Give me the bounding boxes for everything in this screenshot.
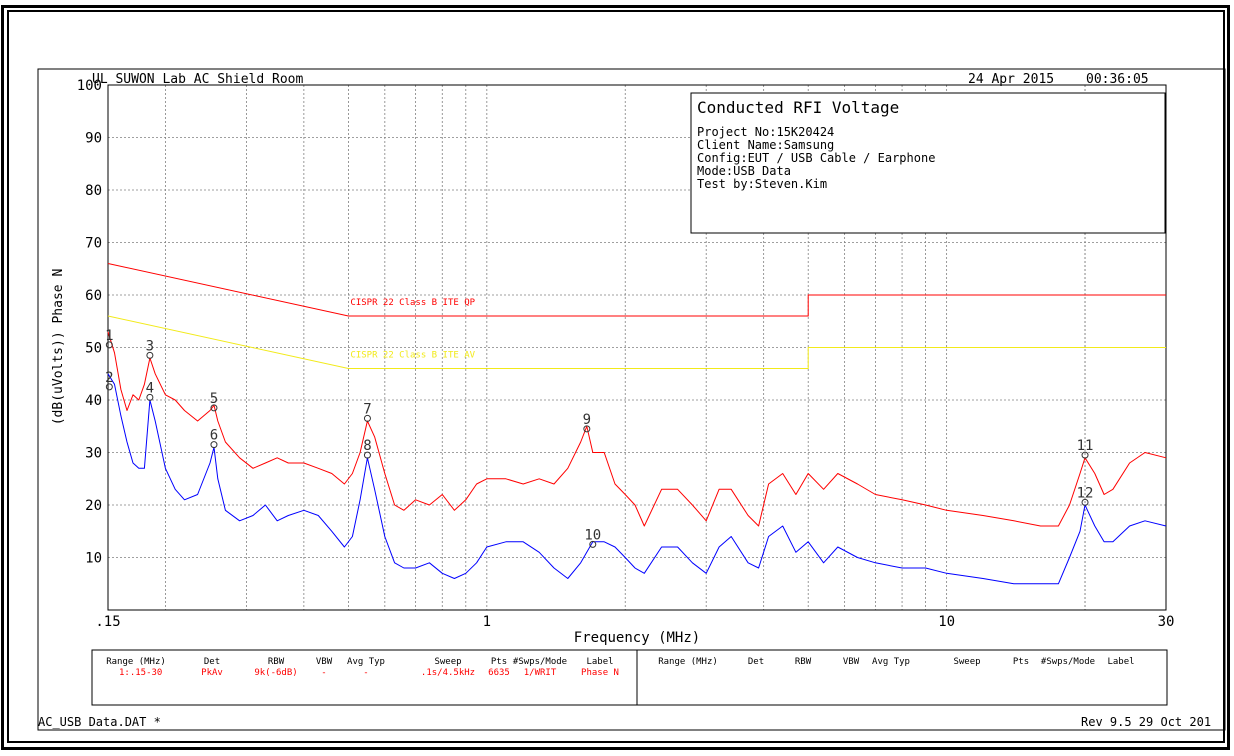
marker-label-10: 10 [584, 527, 601, 543]
table-header-left: #Swps/Mode [513, 657, 567, 667]
marker-11 [1081, 451, 1089, 459]
table-header-right: VBW [843, 657, 860, 667]
info-line-tester: Test by:Steven.Kim [697, 177, 827, 191]
marker-8 [363, 451, 371, 459]
marker-label-7: 7 [363, 401, 371, 417]
table-cell: .1s/4.5kHz [421, 668, 475, 678]
info-line-project: Project No:15K20424 [697, 125, 834, 139]
marker-label-4: 4 [146, 380, 154, 396]
traces [107, 331, 1167, 585]
table-cell: 1:.15-30 [119, 668, 162, 678]
header-lab: UL SUWON Lab AC Shield Room [92, 72, 303, 87]
grid [108, 85, 1166, 610]
table-header-right: Range (MHz) [658, 657, 718, 667]
limit-lines: CISPR 22 Class B ITE QP CISPR 22 Class B … [107, 263, 1166, 369]
y-tick-label: 20 [85, 498, 102, 514]
footer-revision: Rev 9.5 29 Oct 201 [1081, 715, 1211, 729]
marker-7 [363, 414, 371, 422]
inner-frame [7, 10, 1225, 743]
marker-label-6: 6 [210, 428, 218, 444]
table-cell: 1/WRIT [524, 668, 557, 678]
settings-table [91, 649, 1168, 706]
peak-trace [107, 331, 1167, 527]
info-line-mode: Mode:USB Data [697, 164, 791, 178]
table-header-right: #Swps/Mode [1041, 657, 1095, 667]
marker-12 [1081, 498, 1089, 506]
y-tick-label: 70 [85, 236, 102, 252]
table-header-right: RBW [795, 657, 812, 667]
qp-limit-label: CISPR 22 Class B ITE QP [350, 298, 475, 308]
header-date: 24 Apr 2015 [968, 72, 1054, 87]
info-line-config: Config:EUT / USB Cable / Earphone [697, 151, 935, 165]
table-header-right: Avg Typ [872, 657, 910, 667]
y-tick-label: 30 [85, 446, 102, 462]
y-tick-label: 50 [85, 341, 102, 357]
outer-frame [1, 5, 1230, 750]
header-time: 00:36:05 [1086, 72, 1149, 87]
table-header-left: RBW [268, 657, 285, 667]
table-header-right: Pts [1013, 657, 1029, 667]
y-axis-label: (dB(uVolts)) Phase N [51, 269, 66, 426]
marker-3 [146, 351, 154, 359]
marker-1 [105, 341, 113, 349]
table-cell: 6635 [488, 668, 510, 678]
table-header-left: VBW [316, 657, 333, 667]
y-tick-label: 10 [85, 551, 102, 567]
table-header-left: Avg Typ [347, 657, 385, 667]
y-tick-label: 100 [77, 78, 102, 94]
qp-limit-line [107, 263, 1166, 317]
info-line-client: Client Name:Samsung [697, 138, 834, 152]
table-header-left: Range (MHz) [106, 657, 166, 667]
info-title: Conducted RFI Voltage [697, 98, 899, 117]
table-cell: - [321, 668, 326, 678]
info-box [690, 92, 1166, 234]
x-tick-label: .15 [95, 614, 120, 630]
table-cell: PkAv [201, 668, 223, 678]
marker-label-1: 1 [105, 328, 113, 344]
table-cell: 9k(-6dB) [254, 668, 297, 678]
x-tick-label: 10 [938, 614, 955, 630]
y-tick-label: 60 [85, 288, 102, 304]
marker-2 [105, 383, 113, 391]
marker-10 [589, 540, 597, 548]
y-tick-label: 40 [85, 393, 102, 409]
marker-9 [583, 425, 591, 433]
chart-border [37, 68, 1226, 731]
marker-label-12: 12 [1077, 485, 1094, 501]
average-trace [107, 373, 1167, 585]
x-axis-label: Frequency (MHz) [574, 630, 700, 646]
marker-4 [146, 393, 154, 401]
marker-label-2: 2 [105, 370, 113, 386]
table-cell: Phase N [581, 668, 619, 678]
av-limit-label: CISPR 22 Class B ITE AV [350, 351, 475, 361]
table-header-right: Det [748, 657, 764, 667]
table-header-right: Sweep [953, 657, 980, 667]
table-cell: - [363, 668, 368, 678]
table-header-left: Det [204, 657, 220, 667]
marker-label-9: 9 [583, 412, 591, 428]
marker-label-11: 11 [1077, 438, 1094, 454]
settings-table-content: Range (MHz) Range (MHz) Det Det RBW RBW VBW VBW… [106, 657, 1134, 678]
marker-label-8: 8 [363, 438, 371, 454]
table-header-left: Sweep [434, 657, 461, 667]
x-tick-label: 30 [1158, 614, 1175, 630]
footer-file: AC_USB Data.DAT * [38, 715, 161, 729]
marker-6 [210, 441, 218, 449]
table-header-right: Label [1107, 657, 1134, 667]
table-header-left: Label [586, 657, 613, 667]
marker-label-3: 3 [146, 338, 154, 354]
marker-5 [210, 404, 218, 412]
x-tick-label: 1 [483, 614, 491, 630]
table-header-left: Pts [491, 657, 507, 667]
y-tick-label: 80 [85, 183, 102, 199]
y-tick-label: 90 [85, 131, 102, 147]
av-limit-line [107, 315, 1166, 369]
marker-label-5: 5 [210, 391, 218, 407]
axis-ticks: 10 20 30 40 50 60 70 80 90 100 .15 1 10 30 [77, 78, 1175, 630]
